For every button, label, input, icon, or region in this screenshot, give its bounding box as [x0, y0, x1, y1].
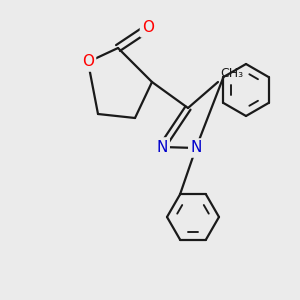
Text: N: N: [190, 140, 202, 155]
Text: O: O: [82, 55, 94, 70]
Text: N: N: [156, 140, 168, 154]
Text: CH₃: CH₃: [220, 67, 243, 80]
Text: O: O: [142, 20, 154, 35]
